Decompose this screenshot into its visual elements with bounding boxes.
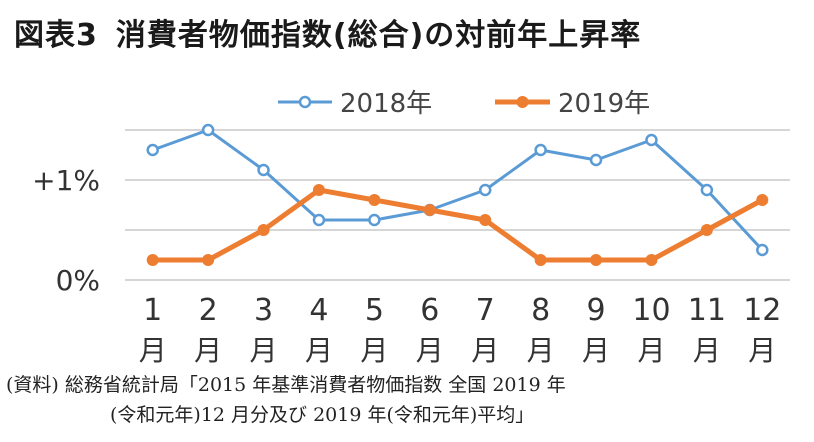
series-line-1 bbox=[152, 187, 764, 263]
point-1-7 bbox=[479, 214, 492, 226]
point-1-4 bbox=[312, 184, 325, 196]
point-0-5 bbox=[368, 213, 381, 227]
x-tick-label-5: 5 bbox=[365, 293, 384, 328]
x-tick-label-3: 3 bbox=[254, 293, 273, 328]
x-tick-label-4: 4 bbox=[309, 293, 328, 328]
point-1-12 bbox=[756, 194, 769, 206]
point-1-3 bbox=[257, 224, 270, 236]
x-tick-unit-3: 月 bbox=[250, 334, 278, 367]
y-tick-label-1: +1% bbox=[32, 164, 100, 197]
x-tick-unit-4: 月 bbox=[305, 334, 333, 367]
point-1-11 bbox=[700, 224, 713, 236]
gridlines bbox=[125, 129, 790, 281]
series-line-0 bbox=[152, 128, 764, 252]
source-note: (資料) 総務省統計局「2015 年基準消費者物価指数 全国 2019 年 (令… bbox=[6, 370, 566, 430]
point-0-11 bbox=[700, 183, 714, 197]
source-line-1: (資料) 総務省統計局「2015 年基準消費者物価指数 全国 2019 年 bbox=[6, 374, 566, 396]
figure-number: 図表3 bbox=[14, 18, 98, 53]
x-tick-unit-12: 月 bbox=[748, 334, 776, 367]
x-tick-label-1: 1 bbox=[143, 293, 162, 328]
x-tick-unit-6: 月 bbox=[416, 334, 444, 367]
series-1 bbox=[146, 184, 769, 266]
point-1-10 bbox=[645, 254, 658, 266]
x-tick-label-9: 9 bbox=[586, 293, 605, 328]
y-tick-label-0: 0% bbox=[56, 264, 100, 297]
x-tick-label-7: 7 bbox=[476, 293, 495, 328]
x-tick-unit-11: 月 bbox=[693, 334, 721, 367]
x-tick-label-11: 11 bbox=[688, 293, 726, 328]
legend-item-0: 2018年 bbox=[278, 89, 432, 119]
legend: 2018年 2019年 bbox=[278, 89, 650, 119]
point-0-2 bbox=[201, 123, 215, 137]
x-tick-unit-1: 月 bbox=[139, 334, 167, 367]
point-0-10 bbox=[645, 133, 658, 147]
point-0-8 bbox=[534, 143, 547, 157]
point-1-8 bbox=[534, 254, 547, 266]
source-line-2: (令和元年)12 月分及び 2019 年(令和元年)平均」 bbox=[110, 404, 535, 426]
x-tick-label-10: 10 bbox=[632, 293, 670, 328]
point-1-6 bbox=[423, 204, 436, 216]
point-0-12 bbox=[756, 243, 769, 257]
legend-marker-1 bbox=[516, 96, 529, 108]
point-0-9 bbox=[589, 153, 603, 167]
series-layer bbox=[146, 123, 769, 266]
x-tick-unit-7: 月 bbox=[471, 334, 499, 367]
x-tick-label-2: 2 bbox=[199, 293, 218, 328]
title-text: 消費者物価指数(総合)の対前年上昇率 bbox=[115, 18, 642, 53]
x-tick-unit-9: 月 bbox=[582, 334, 610, 367]
x-tick-label-12: 12 bbox=[743, 293, 781, 328]
point-1-9 bbox=[590, 254, 603, 266]
legend-marker-0 bbox=[298, 95, 312, 109]
point-1-5 bbox=[368, 194, 381, 206]
point-1-1 bbox=[146, 254, 159, 266]
x-tick-unit-10: 月 bbox=[637, 334, 665, 367]
x-tick-unit-2: 月 bbox=[194, 334, 222, 367]
legend-label-1: 2019年 bbox=[558, 89, 650, 119]
x-tick-label-8: 8 bbox=[531, 293, 550, 328]
x-tick-unit-5: 月 bbox=[360, 334, 388, 367]
series-0 bbox=[146, 123, 769, 257]
point-0-3 bbox=[257, 163, 270, 177]
x-tick-label-6: 6 bbox=[420, 293, 439, 328]
point-0-4 bbox=[312, 213, 326, 227]
legend-item-1: 2019年 bbox=[495, 89, 650, 119]
y-axis: 0% +1% bbox=[32, 164, 100, 297]
x-tick-unit-8: 月 bbox=[527, 334, 555, 367]
chart-title: 図表3 消費者物価指数(総合)の対前年上昇率 bbox=[14, 10, 641, 54]
point-0-7 bbox=[478, 183, 492, 197]
legend-label-0: 2018年 bbox=[340, 89, 432, 119]
point-0-1 bbox=[146, 143, 159, 157]
point-1-2 bbox=[202, 254, 215, 266]
